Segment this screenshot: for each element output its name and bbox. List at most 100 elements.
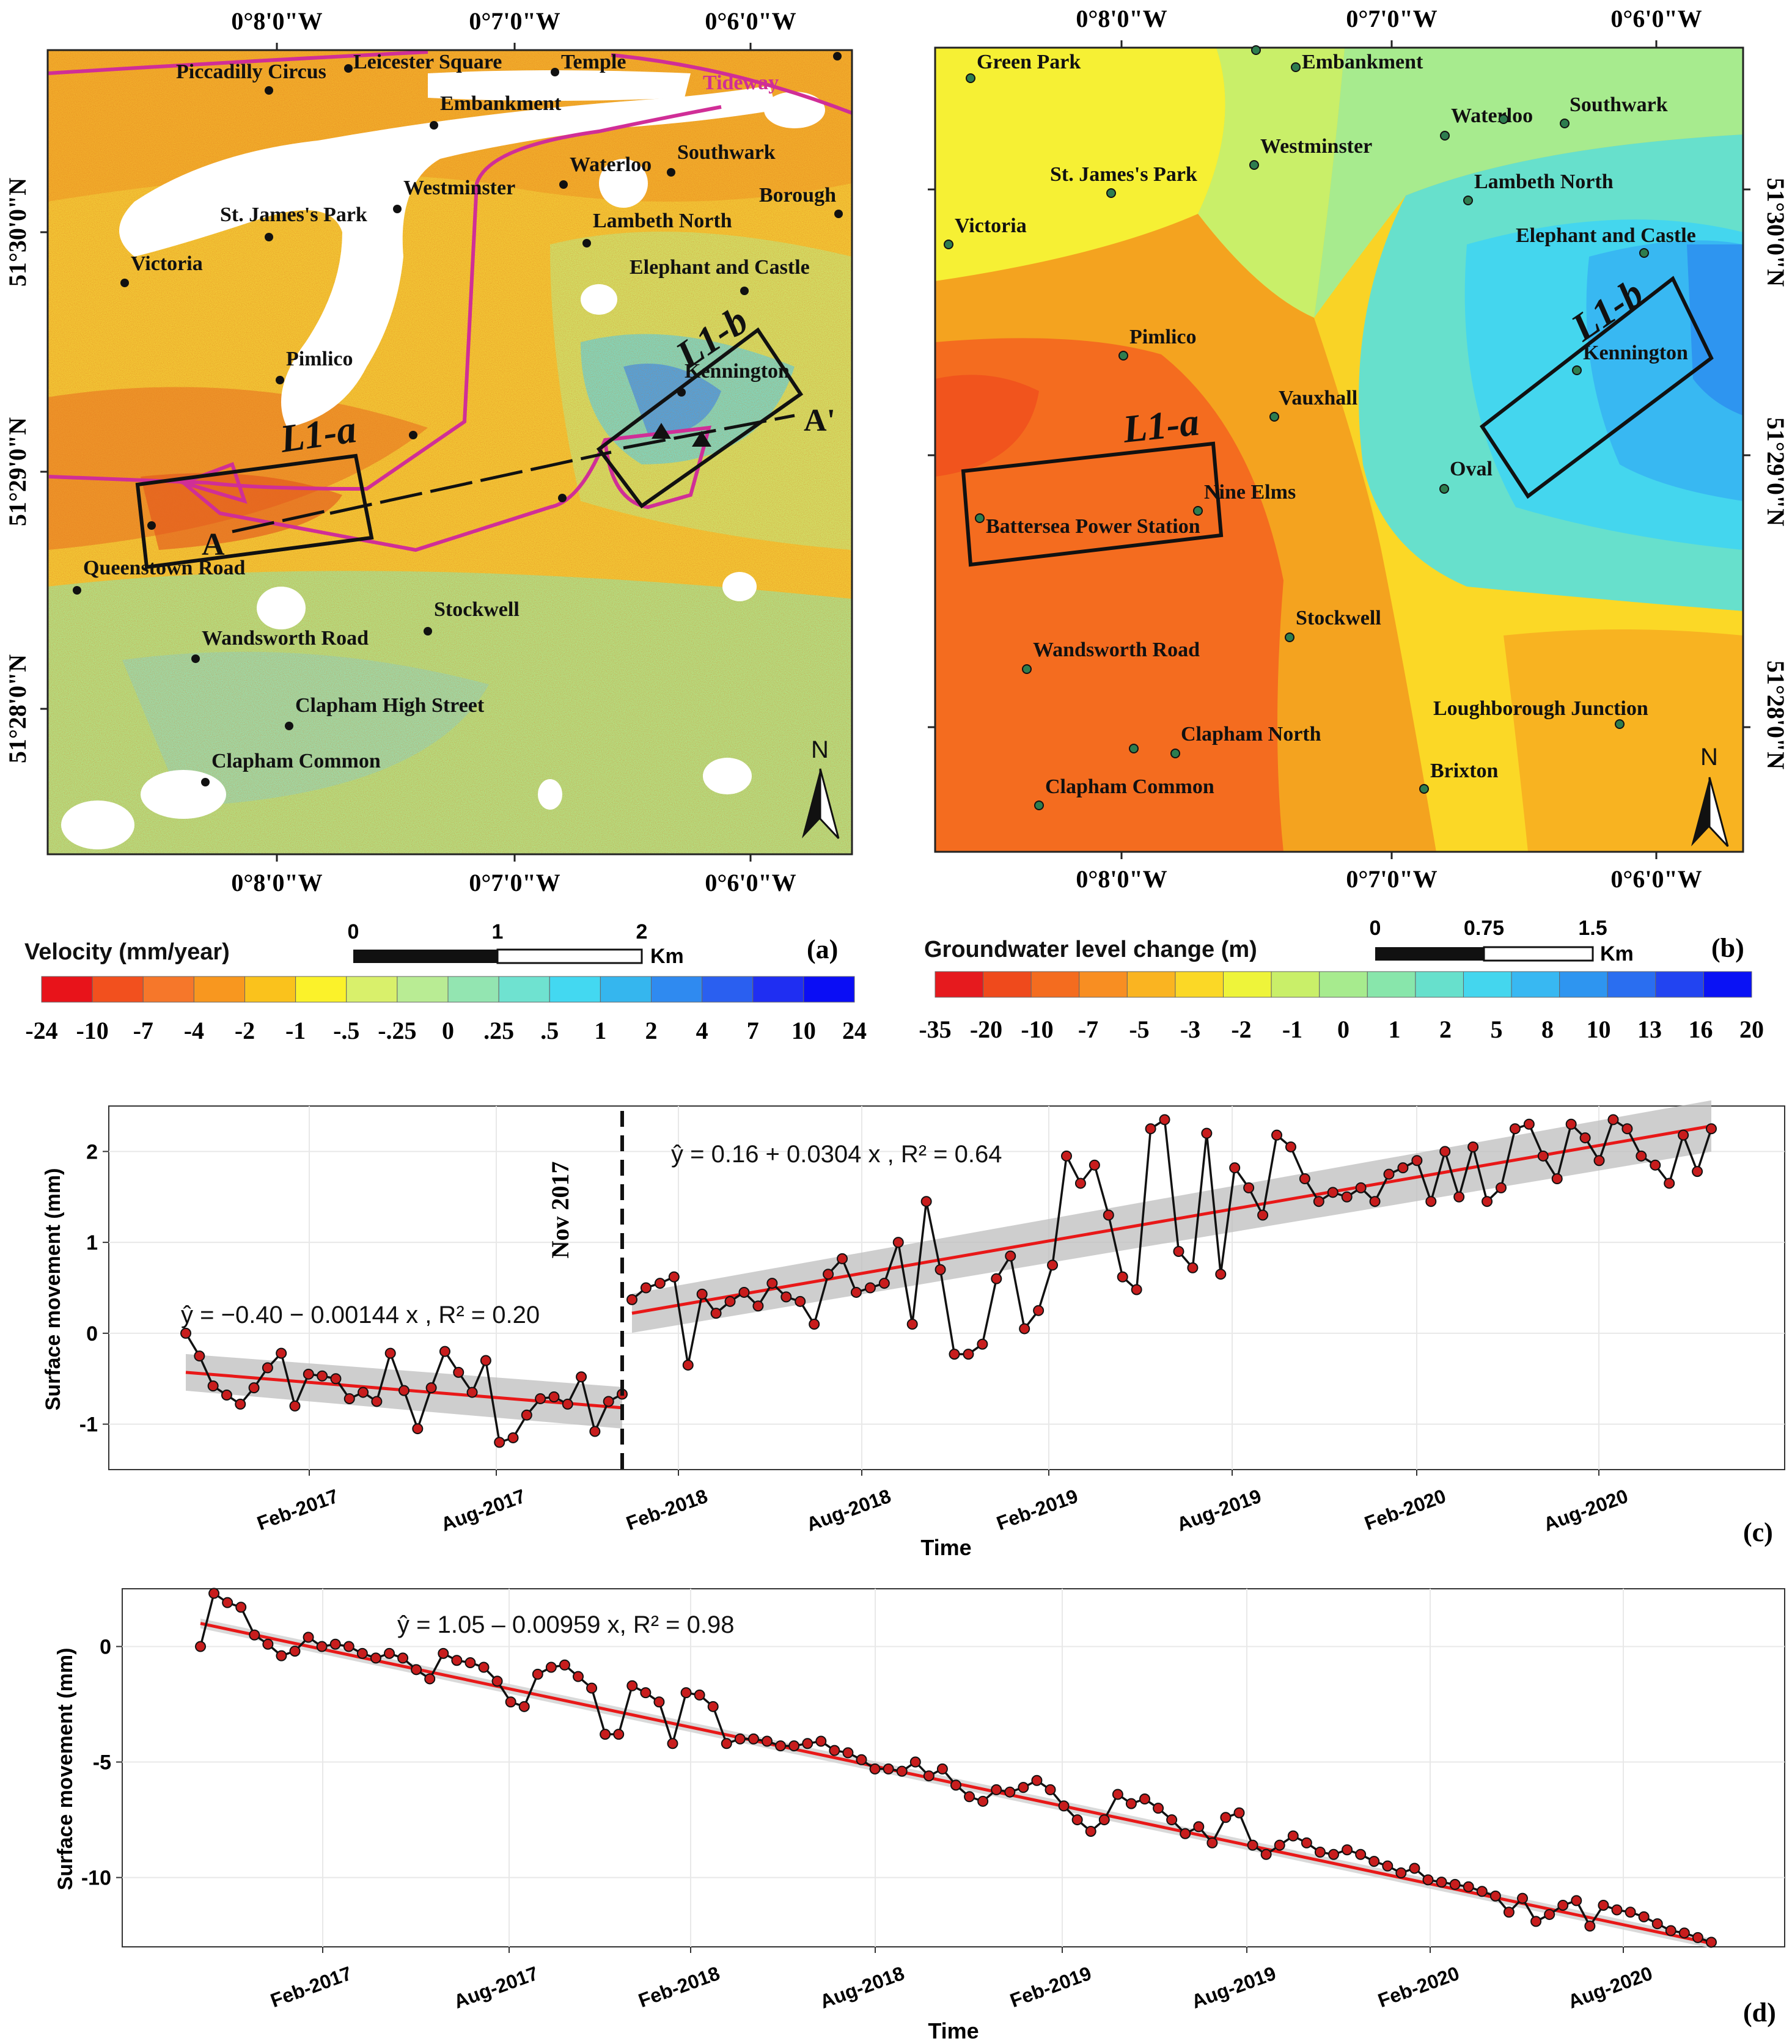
panel-d-point-0-99 bbox=[1530, 1916, 1542, 1927]
panel-c-point-1-23 bbox=[949, 1349, 960, 1360]
scale-a-unit: Km bbox=[650, 945, 684, 968]
station-b-label-9: Pimlico bbox=[1129, 326, 1197, 348]
station-a-label-4: Westminster bbox=[403, 177, 515, 199]
panel-c-point-1-65 bbox=[1537, 1150, 1549, 1162]
panel-a-left-tick-1: 51°30'0"N bbox=[4, 178, 31, 287]
panel-d-point-0-108 bbox=[1651, 1918, 1663, 1930]
panel-c-letter: (c) bbox=[1743, 1517, 1773, 1547]
panel-c-point-1-55 bbox=[1397, 1162, 1409, 1174]
station-a-label-11: Elephant and Castle bbox=[630, 256, 810, 279]
velocity-colorbar-swatch-14 bbox=[752, 976, 804, 1003]
panel-d-point-0-53 bbox=[909, 1756, 921, 1768]
panel-b-right-tick-2: 51°29'0"N bbox=[1762, 417, 1790, 526]
panel-d-point-0-43 bbox=[775, 1740, 787, 1752]
groundwater-colorbar-swatch-11 bbox=[1463, 971, 1512, 998]
panel-d-point-0-102 bbox=[1571, 1895, 1582, 1907]
station-b-label-19: Brixton bbox=[1430, 760, 1499, 782]
panel-b-axes: 0°8'0"W 0°7'0"W 0°6'0"W 0°8'0"W 0°7'0"W … bbox=[928, 5, 1790, 893]
panel-c-point-1-32 bbox=[1074, 1178, 1086, 1189]
groundwater-colorbar-swatch-9 bbox=[1367, 971, 1416, 998]
panel-c-point-0-9 bbox=[303, 1368, 314, 1380]
velocity-colorbar-swatch-0 bbox=[41, 976, 93, 1003]
panel-c-fit-line-1 bbox=[631, 1124, 1712, 1315]
panel-c-point-1-12 bbox=[795, 1295, 806, 1307]
velocity-colorbar-swatch-10 bbox=[549, 976, 601, 1003]
panel-d-point-0-28 bbox=[573, 1671, 584, 1682]
station-b-dot-20 bbox=[1034, 800, 1044, 810]
panel-d-point-0-104 bbox=[1598, 1899, 1609, 1911]
velocity-colorbar-label-16: 24 bbox=[842, 1017, 867, 1044]
panel-c-point-1-58 bbox=[1439, 1146, 1451, 1157]
panel-d-point-0-83 bbox=[1314, 1846, 1326, 1858]
panel-b-top-tick-2: 0°7'0"W bbox=[1346, 5, 1437, 32]
panel-d-point-0-44 bbox=[788, 1740, 800, 1752]
groundwater-colorbar-label-13: 10 bbox=[1587, 1016, 1611, 1043]
panel-b-legend: Groundwater level change (m) 0 0.75 1.5 … bbox=[919, 917, 1764, 1043]
panel-c-ytick-2: 0 bbox=[86, 1322, 98, 1346]
panel-d-point-0-56 bbox=[950, 1779, 961, 1791]
panel-c-point-1-35 bbox=[1117, 1271, 1128, 1283]
station-b-dot-1 bbox=[1291, 62, 1301, 72]
station-a-dot-4 bbox=[393, 205, 402, 213]
panel-c-point-1-51 bbox=[1341, 1191, 1353, 1203]
box-l1-a-b bbox=[961, 441, 1224, 567]
station-a-label-10: Victoria bbox=[131, 252, 203, 275]
panel-a-legend: Velocity (mm/year) 0 1 2 Km (a) -24 -10 -7… bbox=[24, 920, 867, 1044]
panel-d-point-0-30 bbox=[600, 1729, 611, 1740]
panel-c-point-1-70 bbox=[1607, 1114, 1619, 1126]
station-a-dot-13 bbox=[677, 388, 686, 397]
panel-c-point-0-4 bbox=[235, 1398, 246, 1410]
panel-d-point-0-101 bbox=[1557, 1899, 1569, 1911]
panel-c-point-1-72 bbox=[1636, 1150, 1647, 1162]
panel-d-point-0-64 bbox=[1058, 1800, 1070, 1812]
velocity-colorbar-label-3: -4 bbox=[184, 1017, 204, 1044]
panel-c-ytick-0: 2 bbox=[86, 1140, 98, 1163]
panel-d-point-0-89 bbox=[1395, 1867, 1407, 1879]
panel-d-xtick-3: Aug-2018 bbox=[817, 1962, 908, 2013]
station-a-label-12: Pimlico bbox=[286, 348, 353, 370]
panel-c-confidence-band-1 bbox=[632, 1100, 1711, 1333]
groundwater-colorbar-swatch-10 bbox=[1415, 971, 1464, 998]
panel-d-point-0-79 bbox=[1260, 1848, 1272, 1860]
station-b-dot-14 bbox=[975, 513, 985, 523]
station-a-dot-0 bbox=[265, 86, 273, 95]
panel-d-point-0-40 bbox=[734, 1733, 746, 1745]
panel-a-top-tick-1: 0°8'0"W bbox=[231, 7, 322, 35]
panel-c-point-1-1 bbox=[640, 1282, 652, 1294]
groundwater-colorbar-label-3: -7 bbox=[1078, 1016, 1098, 1043]
station-b-label-4: Westminster bbox=[1260, 135, 1372, 158]
panel-d-point-0-112 bbox=[1706, 1936, 1717, 1948]
panel-d-point-0-12 bbox=[356, 1647, 368, 1659]
station-a-dot-6 bbox=[667, 168, 675, 177]
station-b-dot-18 bbox=[1170, 749, 1180, 758]
panel-c-point-0-13 bbox=[358, 1386, 369, 1398]
groundwater-colorbar-label-1: -20 bbox=[970, 1016, 1002, 1043]
scale-b-unit: Km bbox=[1600, 942, 1634, 965]
velocity-colorbar: -24 -10 -7 -4 -2 -1 -.5 -.25 0.25.5 1 2 4 7 10 24 bbox=[25, 976, 867, 1044]
panel-d-point-0-34 bbox=[653, 1696, 665, 1708]
station-a-dot-11 bbox=[740, 287, 749, 295]
panel-d-point-0-16 bbox=[411, 1664, 422, 1676]
velocity-colorbar-label-15: 10 bbox=[791, 1017, 816, 1044]
station-a-dot-3 bbox=[430, 121, 438, 130]
scale-b-tick-0: 0 bbox=[1370, 917, 1381, 940]
panel-d-point-0-103 bbox=[1584, 1920, 1596, 1932]
velocity-colorbar-label-1: -10 bbox=[76, 1017, 108, 1044]
station-b-dot-10 bbox=[1572, 365, 1582, 375]
panel-c-point-1-67 bbox=[1565, 1118, 1577, 1130]
panel-a-map: Tideway L1-a L1-b A A' N Piccadilly Circ… bbox=[46, 49, 853, 855]
station-a-dot-1 bbox=[344, 64, 353, 73]
panel-c-point-1-7 bbox=[724, 1295, 736, 1307]
panel-c-point-1-15 bbox=[837, 1253, 848, 1264]
panel-d-point-0-110 bbox=[1678, 1927, 1690, 1939]
panel-d-point-0-51 bbox=[883, 1763, 894, 1775]
eq-before: ŷ = −0.40 − 0.00144 x , R² = 0.20 bbox=[181, 1302, 540, 1328]
panel-a-bottom-tick-3: 0°6'0"W bbox=[705, 869, 796, 896]
station-a-dot-16 bbox=[191, 654, 200, 663]
panel-c-point-1-76 bbox=[1692, 1166, 1703, 1178]
panel-d-point-0-15 bbox=[397, 1652, 409, 1664]
panel-d-point-0-77 bbox=[1233, 1807, 1245, 1819]
panel-c-point-1-39 bbox=[1173, 1246, 1184, 1257]
panel-c-xtick-7: Aug-2020 bbox=[1541, 1485, 1631, 1536]
panel-d-point-0-69 bbox=[1125, 1798, 1137, 1809]
